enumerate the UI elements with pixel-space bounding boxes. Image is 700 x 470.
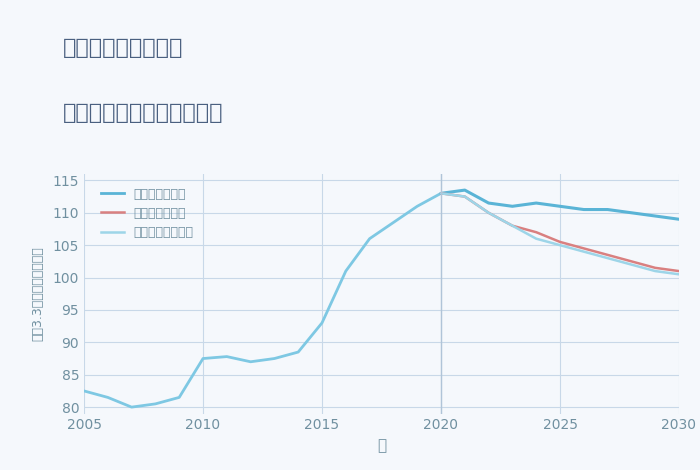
ノーマルシナリオ — [532, 236, 540, 242]
グッドシナリオ — [508, 204, 517, 209]
Y-axis label: 平（3.3㎡）単価（万円）: 平（3.3㎡）単価（万円） — [32, 246, 44, 341]
グッドシナリオ — [675, 216, 683, 222]
グッドシナリオ — [627, 210, 636, 216]
ノーマルシナリオ — [484, 210, 493, 216]
ノーマルシナリオ — [651, 268, 659, 274]
バッドシナリオ — [627, 258, 636, 264]
Line: グッドシナリオ: グッドシナリオ — [441, 190, 679, 219]
グッドシナリオ — [556, 204, 564, 209]
バッドシナリオ — [603, 252, 612, 258]
ノーマルシナリオ — [675, 272, 683, 277]
バッドシナリオ — [651, 265, 659, 271]
グッドシナリオ — [532, 200, 540, 206]
グッドシナリオ — [651, 213, 659, 219]
バッドシナリオ — [532, 229, 540, 235]
バッドシナリオ — [556, 239, 564, 245]
X-axis label: 年: 年 — [377, 438, 386, 453]
ノーマルシナリオ — [437, 190, 445, 196]
Text: 兵庫県姫路市広峰の: 兵庫県姫路市広峰の — [63, 38, 183, 58]
グッドシナリオ — [603, 207, 612, 212]
ノーマルシナリオ — [508, 223, 517, 228]
グッドシナリオ — [484, 200, 493, 206]
バッドシナリオ — [508, 223, 517, 228]
ノーマルシナリオ — [627, 262, 636, 267]
Text: 中古マンションの価格推移: 中古マンションの価格推移 — [63, 103, 223, 124]
グッドシナリオ — [437, 190, 445, 196]
Legend: グッドシナリオ, バッドシナリオ, ノーマルシナリオ: グッドシナリオ, バッドシナリオ, ノーマルシナリオ — [96, 182, 199, 244]
Line: バッドシナリオ: バッドシナリオ — [441, 193, 679, 271]
Line: ノーマルシナリオ: ノーマルシナリオ — [441, 193, 679, 274]
グッドシナリオ — [580, 207, 588, 212]
グッドシナリオ — [461, 187, 469, 193]
ノーマルシナリオ — [580, 249, 588, 254]
バッドシナリオ — [580, 246, 588, 251]
バッドシナリオ — [484, 210, 493, 216]
ノーマルシナリオ — [461, 194, 469, 199]
バッドシナリオ — [675, 268, 683, 274]
ノーマルシナリオ — [556, 243, 564, 248]
バッドシナリオ — [437, 190, 445, 196]
バッドシナリオ — [461, 194, 469, 199]
ノーマルシナリオ — [603, 255, 612, 261]
